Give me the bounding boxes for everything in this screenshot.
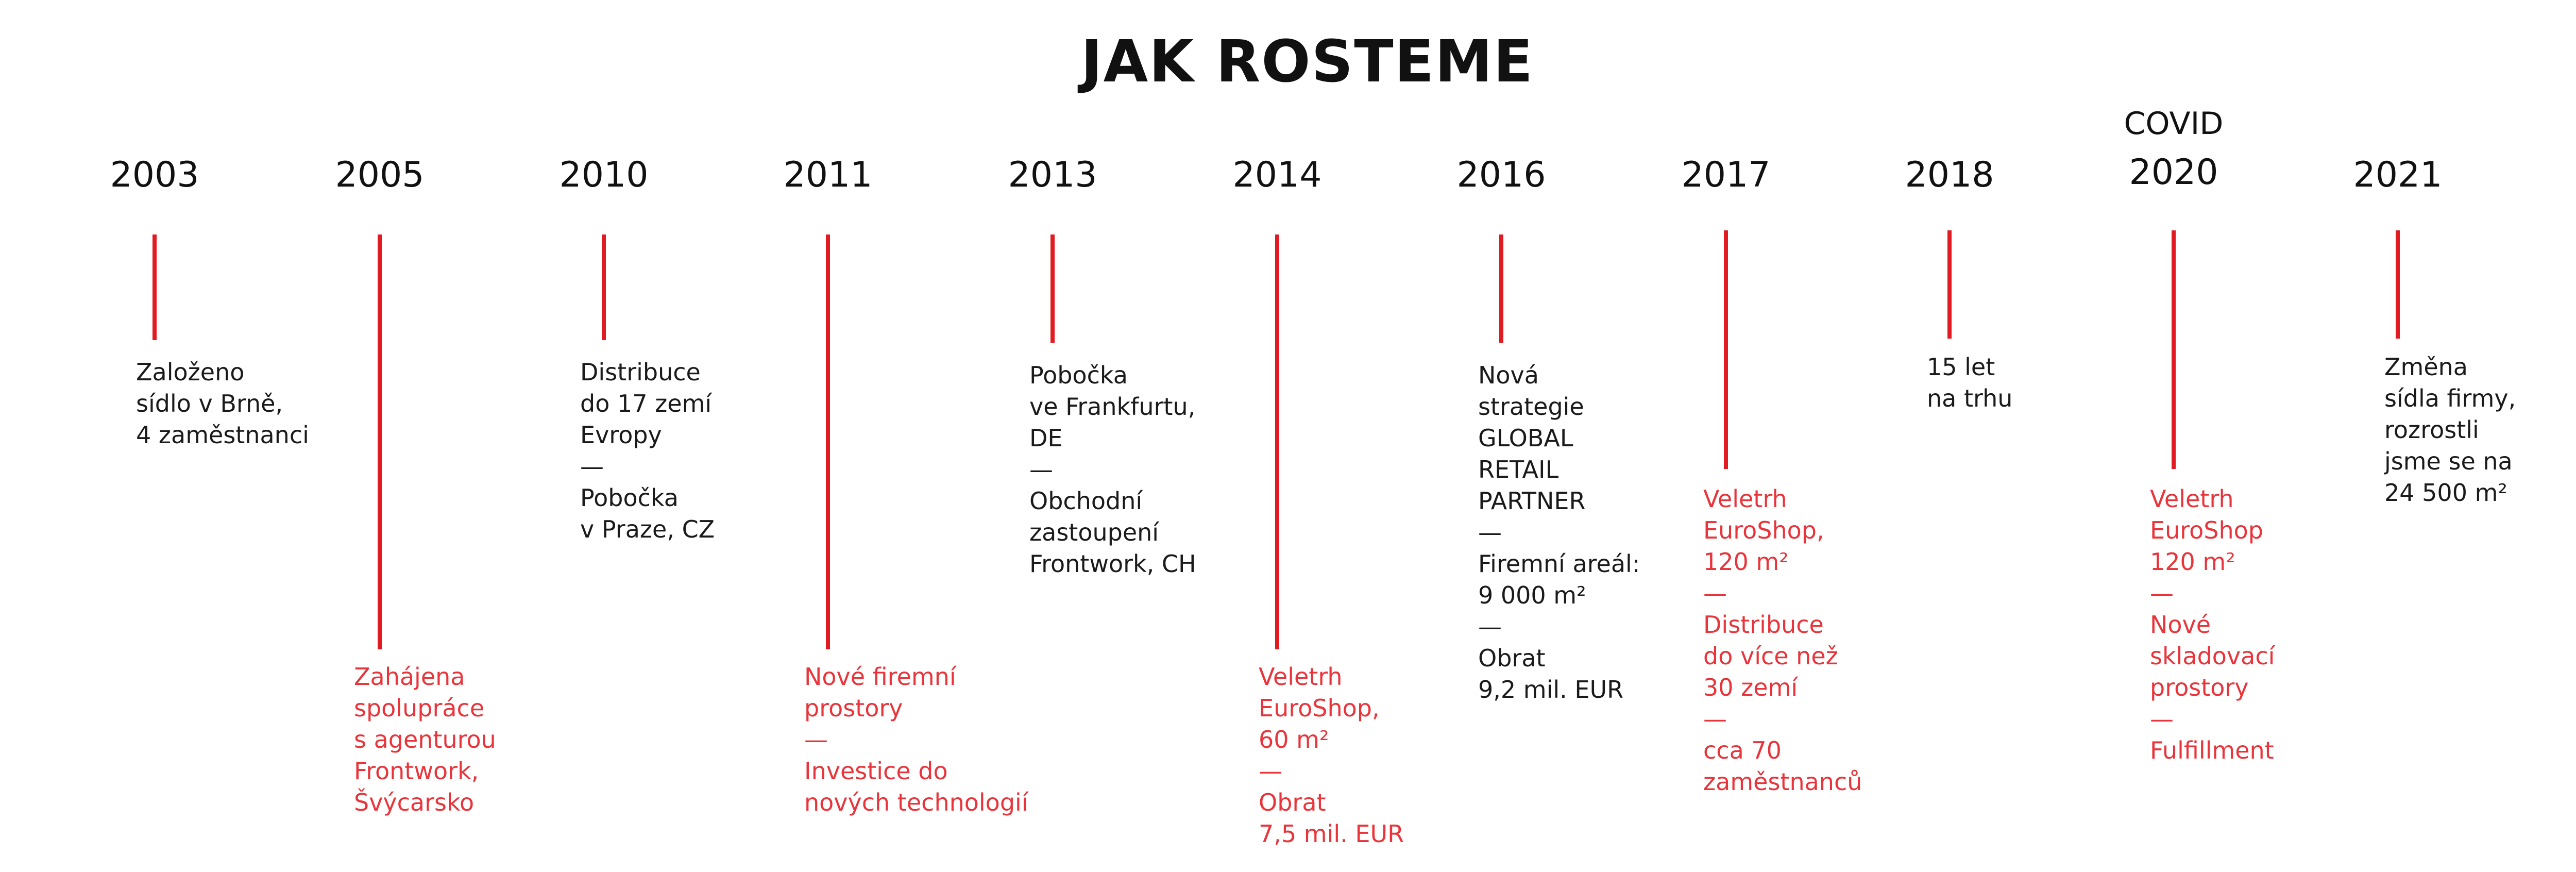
- page-title: JAK ROSTEME: [1080, 28, 1534, 95]
- milestone-description: Veletrh EuroShop 120 m² — Nové skladovac…: [2150, 485, 2275, 764]
- milestone-description: Zahájena spolupráce s agenturou Frontwor…: [354, 663, 496, 816]
- timeline-marker: [1724, 230, 1728, 469]
- milestone-year: 2021: [2353, 155, 2443, 195]
- timeline-marker: [1499, 234, 1503, 343]
- milestone-year: 2013: [1008, 155, 1097, 195]
- milestone-description: Distribuce do 17 zemí Evropy — Pobočka v…: [580, 358, 715, 543]
- timeline-marker: [602, 234, 606, 340]
- timeline-marker: [152, 234, 157, 340]
- covid-label: COVID: [2124, 106, 2224, 142]
- milestone-description: Založeno sídlo v Brně, 4 zaměstnanci: [136, 358, 309, 449]
- timeline-marker: [2172, 230, 2176, 469]
- milestone-year: 2017: [1681, 155, 1771, 195]
- milestone-year: 2011: [783, 155, 873, 195]
- timeline-marker: [378, 234, 382, 649]
- milestone-description: 15 let na trhu: [1927, 353, 2013, 412]
- milestone-description: Nové firemní prostory — Investice do nov…: [804, 663, 1028, 816]
- milestone-year: 2018: [1905, 155, 1994, 195]
- milestone-description: Nová strategie GLOBAL RETAIL PARTNER — F…: [1478, 361, 1640, 703]
- milestone-year: 2014: [1232, 155, 1322, 195]
- milestone-description: Veletrh EuroShop, 60 m² — Obrat 7,5 mil.…: [1259, 663, 1404, 848]
- milestone-year: 2003: [110, 155, 199, 195]
- milestone-description: Pobočka ve Frankfurtu, DE — Obchodní zas…: [1029, 361, 1196, 578]
- milestone-description: Veletrh EuroShop, 120 m² — Distribuce do…: [1703, 485, 1862, 796]
- milestone-year: 2010: [559, 155, 649, 195]
- timeline-marker: [1050, 234, 1055, 343]
- timeline-marker: [1275, 234, 1279, 649]
- timeline-marker: [2396, 230, 2400, 339]
- milestone-description: Změna sídla firmy, rozrostli jsme se na …: [2384, 353, 2516, 507]
- milestone-year: 2020: [2129, 152, 2218, 193]
- timeline-marker: [1947, 230, 1952, 339]
- milestone-year: 2016: [1456, 155, 1546, 195]
- milestone-year: 2005: [335, 155, 425, 195]
- timeline-marker: [826, 234, 830, 649]
